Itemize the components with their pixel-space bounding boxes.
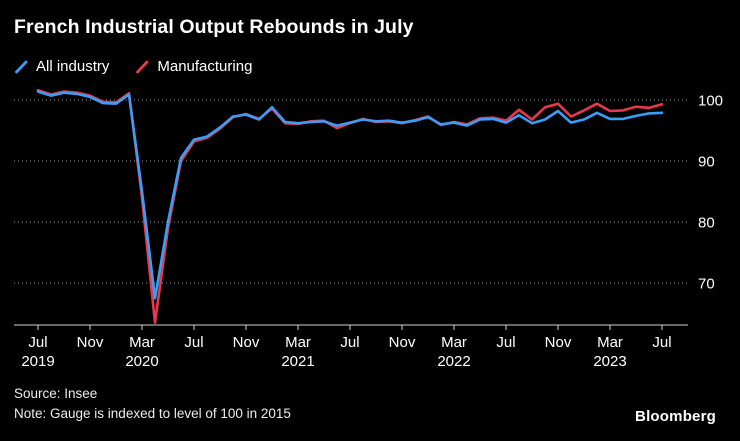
x-tick-label: Jul — [652, 334, 671, 351]
x-tick-label: Nov — [77, 334, 104, 351]
x-year-label: 2023 — [593, 353, 626, 370]
y-tick-label: 70 — [698, 276, 715, 293]
legend-label-manufacturing: Manufacturing — [157, 58, 253, 75]
legend: All industry Manufacturing — [14, 58, 252, 75]
y-tick-label: 100 — [698, 93, 723, 110]
footer-notes: Source: Insee Note: Gauge is indexed to … — [14, 384, 291, 425]
source-text: Source: Insee — [14, 386, 98, 401]
x-tick-label: Nov — [389, 334, 416, 351]
x-year-label: 2021 — [281, 353, 314, 370]
legend-label-all-industry: All industry — [36, 58, 110, 75]
x-tick-label: Mar — [441, 334, 467, 351]
x-tick-label: Jul — [340, 334, 359, 351]
x-tick-label: Jul — [496, 334, 515, 351]
bloomberg-logo: Bloomberg — [635, 408, 716, 425]
x-tick-label: Nov — [545, 334, 572, 351]
x-tick-label: Mar — [597, 334, 623, 351]
x-year-label: 2019 — [21, 353, 54, 370]
x-tick-label: Mar — [129, 334, 155, 351]
x-year-label: 2020 — [125, 353, 158, 370]
legend-item-all-industry: All industry — [14, 58, 109, 75]
line-chart: 70 80 90 100 Jul 2019 Nov Mar 2020 Jul Nov Mar 2021 J… — [14, 88, 723, 370]
y-tick-label: 80 — [698, 215, 715, 232]
legend-line-icon — [136, 60, 149, 73]
legend-line-icon — [15, 60, 28, 73]
chart-title: French Industrial Output Rebounds in Jul… — [14, 16, 414, 38]
x-tick-label: Jul — [28, 334, 47, 351]
series-line-manufacturing — [36, 88, 664, 324]
x-tick-label: Mar — [285, 334, 311, 351]
x-year-label: 2022 — [437, 353, 470, 370]
legend-item-manufacturing: Manufacturing — [135, 58, 252, 75]
y-tick-label: 90 — [698, 154, 715, 171]
x-tick-label: Nov — [233, 334, 260, 351]
x-tick-label: Jul — [184, 334, 203, 351]
note-text: Note: Gauge is indexed to level of 100 i… — [14, 406, 291, 422]
series-line-all-industry — [36, 90, 664, 300]
